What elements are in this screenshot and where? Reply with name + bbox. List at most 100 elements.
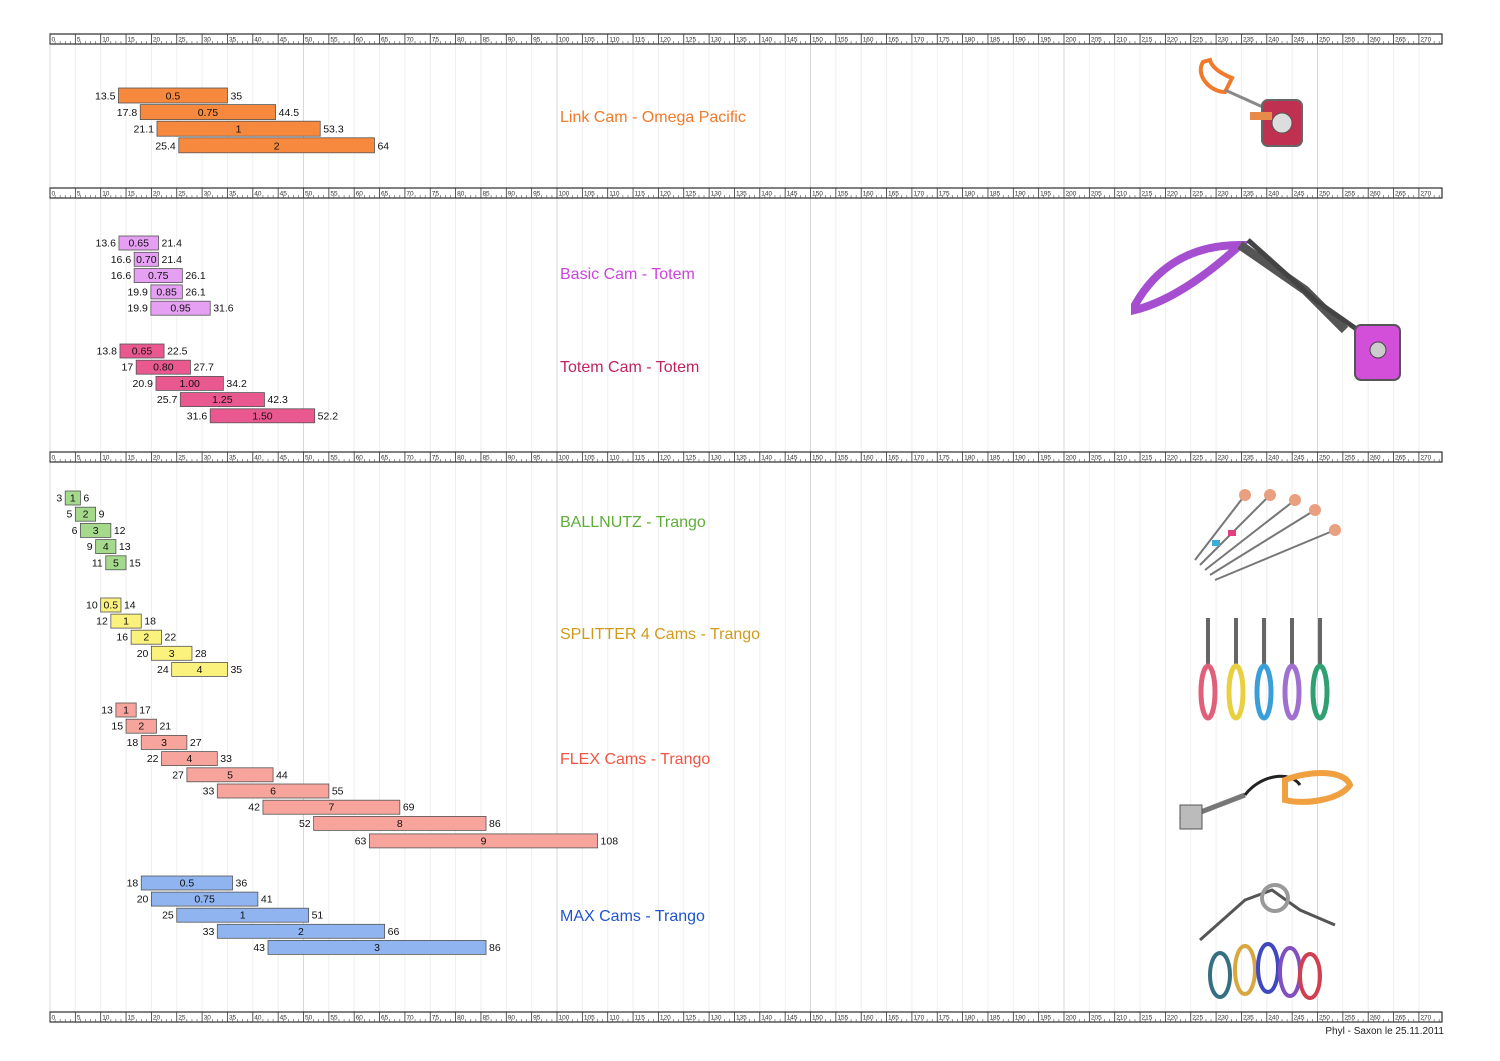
cam-min-label: 27	[172, 769, 184, 781]
ruler-label: 115	[635, 191, 646, 198]
ruler-label: 95	[533, 455, 541, 462]
cam-size-label: 2	[298, 926, 304, 938]
cam-bar	[64, 490, 81, 506]
ruler-label: 0	[52, 37, 56, 44]
cam-max-label: 86	[489, 942, 501, 954]
cam-max-label: 66	[388, 926, 400, 938]
cam-size-label: 7	[328, 802, 334, 814]
ruler-label: 60	[356, 1015, 364, 1022]
ruler-label: 230	[1218, 191, 1229, 198]
ruler-label: 270	[1420, 191, 1431, 198]
ruler-label: 260	[1370, 1015, 1381, 1022]
ruler-label: 120	[660, 455, 671, 462]
ruler-label: 235	[1243, 455, 1254, 462]
ruler-label: 260	[1370, 191, 1381, 198]
cam-min-label: 17.8	[117, 107, 138, 119]
cam-max-label: 27.7	[193, 362, 214, 374]
ruler-label: 90	[508, 1015, 516, 1022]
ruler-label: 200	[1066, 191, 1077, 198]
ruler-label: 215	[1142, 1015, 1153, 1022]
ruler-label: 130	[711, 191, 722, 198]
ruler-label: 225	[1192, 37, 1203, 44]
cam-bar	[216, 923, 386, 939]
ruler-label: 140	[761, 455, 772, 462]
ruler-label: 10	[102, 1015, 110, 1022]
cam-max-label: 44	[276, 769, 288, 781]
ruler-label: 250	[1319, 37, 1330, 44]
ruler-label: 225	[1192, 455, 1203, 462]
ruler-label: 0	[52, 1015, 56, 1022]
ruler-label: 160	[863, 455, 874, 462]
cam-max-label: 17	[139, 705, 151, 717]
ruler-label: 40	[254, 1015, 262, 1022]
ruler-label: 30	[204, 1015, 212, 1022]
cam-max-label: 55	[332, 786, 344, 798]
cam-size-label: 9	[481, 835, 487, 847]
ruler-label: 155	[837, 1015, 848, 1022]
ruler-label: 180	[964, 191, 975, 198]
ruler-label: 245	[1294, 1015, 1305, 1022]
ruler-label: 60	[356, 191, 364, 198]
cam-size-label: 2	[143, 632, 149, 644]
cam-min-label: 10	[86, 600, 98, 612]
ruler-label: 145	[787, 1015, 798, 1022]
cam-bar	[140, 735, 188, 750]
cam-min-label: 11	[92, 557, 103, 569]
cam-size-label: 3	[93, 525, 99, 537]
ruler-label: 220	[1167, 191, 1178, 198]
ruler-label: 5	[77, 37, 81, 44]
ruler-label: 255	[1344, 455, 1355, 462]
ruler-label: 0	[52, 191, 56, 198]
ruler-label: 60	[356, 455, 364, 462]
ruler-label: 235	[1243, 191, 1254, 198]
cam-max-label: 21.4	[161, 238, 182, 250]
ruler-label: 20	[153, 1015, 161, 1022]
ruler-label: 105	[584, 1015, 595, 1022]
ruler-label: 125	[685, 455, 696, 462]
cam-min-label: 13.6	[96, 238, 117, 250]
ruler-label: 255	[1344, 37, 1355, 44]
cam-min-label: 22	[147, 753, 159, 765]
cam-bar	[105, 555, 127, 571]
ruler-label: 55	[330, 1015, 338, 1022]
cam-size-label: 0.5	[166, 91, 181, 103]
cam-size-label: 0.70	[136, 254, 157, 266]
ruler-label: 65	[381, 37, 389, 44]
ruler-label: 70	[406, 455, 414, 462]
ruler-label: 110	[609, 1015, 620, 1022]
cam-max-label: 26.1	[185, 286, 206, 298]
ruler-label: 60	[356, 37, 364, 44]
ruler-label: 155	[837, 455, 848, 462]
ruler: 0 5 10 15 20 25 30 35 40 45 50 55 60 65 70 75 80 85 90 95 10…	[49, 1011, 1443, 1023]
cam-max-label: 33	[220, 753, 232, 765]
ruler-label: 120	[660, 1015, 671, 1022]
cam-min-label: 19.9	[127, 303, 148, 315]
ruler-label: 100	[559, 37, 570, 44]
cam-group-title: MAX Cams - Trango	[560, 908, 705, 925]
ruler-label: 70	[406, 1015, 414, 1022]
ruler-label: 45	[280, 455, 288, 462]
ruler-label: 130	[711, 37, 722, 44]
cam-bar	[133, 251, 159, 267]
cam-size-label: 1	[236, 124, 242, 136]
cam-bar	[216, 783, 330, 799]
ruler-label: 150	[812, 455, 823, 462]
ruler-label: 105	[584, 455, 595, 462]
ruler-label: 80	[457, 37, 465, 44]
cam-max-label: 42.3	[267, 394, 288, 406]
ruler-label: 230	[1218, 37, 1229, 44]
cam-size-label: 0.5	[180, 878, 195, 890]
ruler-label: 135	[736, 37, 747, 44]
ruler-label: 185	[989, 191, 1000, 198]
cam-bar	[150, 284, 183, 300]
ruler-label: 80	[457, 455, 465, 462]
cam-group: 0.5 13.5 35 0.75 17.8 44.5 1 21.1 53.3 2 25.4 64 Lin…	[95, 87, 746, 154]
cam-bar	[80, 523, 112, 538]
ruler-label: 145	[787, 191, 798, 198]
cam-size-label: 2	[138, 721, 144, 733]
cam-min-label: 20.9	[133, 378, 154, 390]
ruler-label: 50	[305, 191, 313, 198]
ballnutz-illustration	[1194, 489, 1341, 581]
